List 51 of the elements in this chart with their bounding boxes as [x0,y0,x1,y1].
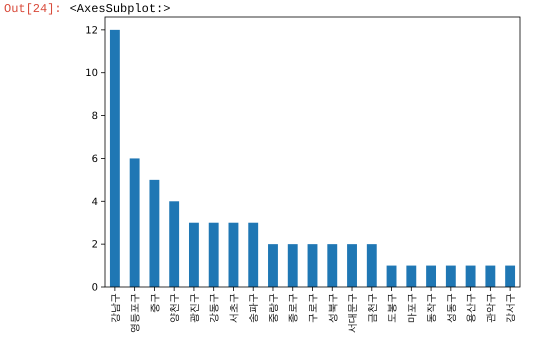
x-tick-label: 관악구 [486,293,497,323]
x-tick-label: 도봉구 [387,293,398,323]
x-tick-label: 서초구 [228,293,240,323]
bar [485,266,496,287]
y-tick-label: 0 [92,282,98,294]
y-tick-label: 2 [92,240,98,251]
bar [406,266,416,287]
x-tick-label: 성북구 [328,293,339,323]
y-tick-label: 12 [85,25,98,36]
bar [505,266,516,287]
text: Out[24]: [4,2,62,16]
bar [308,244,318,287]
x-tick-label: 양천구 [170,293,181,323]
y-tick-label: 10 [85,68,98,80]
y-tick-label: 4 [92,196,98,208]
bar [426,266,436,287]
x-tick-label: 송파구 [248,293,260,323]
bar [208,222,219,287]
x-tick-label: 금천구 [367,293,378,323]
bar [446,266,456,287]
y-tick-label: 8 [92,111,98,122]
bar [386,266,396,287]
x-tick-label: 영등포구 [130,293,142,333]
y-tick-label: 6 [92,154,98,165]
x-tick-label: 강남구 [110,293,122,323]
x-tick-label: 강동구 [209,293,220,323]
x-tick-label: 중구 [150,293,161,313]
bar [347,244,357,287]
x-tick-label: 중랑구 [268,293,280,323]
bar [130,158,140,287]
bar [149,180,160,287]
bar [327,244,338,287]
x-tick-label: 종로구 [288,293,300,323]
x-tick-label: 성동구 [446,293,458,323]
x-tick-label: 동작구 [426,293,438,323]
bar [110,30,120,287]
x-tick-label: 구로구 [308,293,319,323]
text: <AxesSubplot:> [70,2,170,16]
x-tick-label: 용산구 [466,293,478,323]
x-tick-label: 강서구 [506,293,517,323]
bar [268,244,278,287]
bar [188,222,199,287]
bar [466,266,476,287]
bar [288,244,298,287]
bar [366,244,377,287]
bar [169,201,180,287]
x-tick-label: 마포구 [406,293,418,323]
x-tick-label: 서대문구 [348,293,359,333]
x-tick-label: 광진구 [189,293,200,323]
bar [248,222,258,287]
bar [228,222,238,287]
